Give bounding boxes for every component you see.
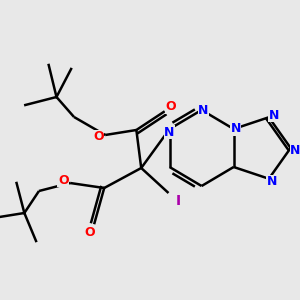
Text: N: N bbox=[290, 143, 300, 157]
Text: N: N bbox=[198, 103, 209, 116]
Text: N: N bbox=[230, 122, 241, 136]
Text: O: O bbox=[58, 173, 69, 187]
Text: O: O bbox=[165, 100, 176, 113]
Text: N: N bbox=[267, 175, 277, 188]
Text: N: N bbox=[164, 125, 175, 139]
Text: I: I bbox=[176, 194, 181, 208]
Text: O: O bbox=[84, 226, 95, 239]
Text: O: O bbox=[93, 130, 104, 143]
Text: N: N bbox=[268, 109, 279, 122]
